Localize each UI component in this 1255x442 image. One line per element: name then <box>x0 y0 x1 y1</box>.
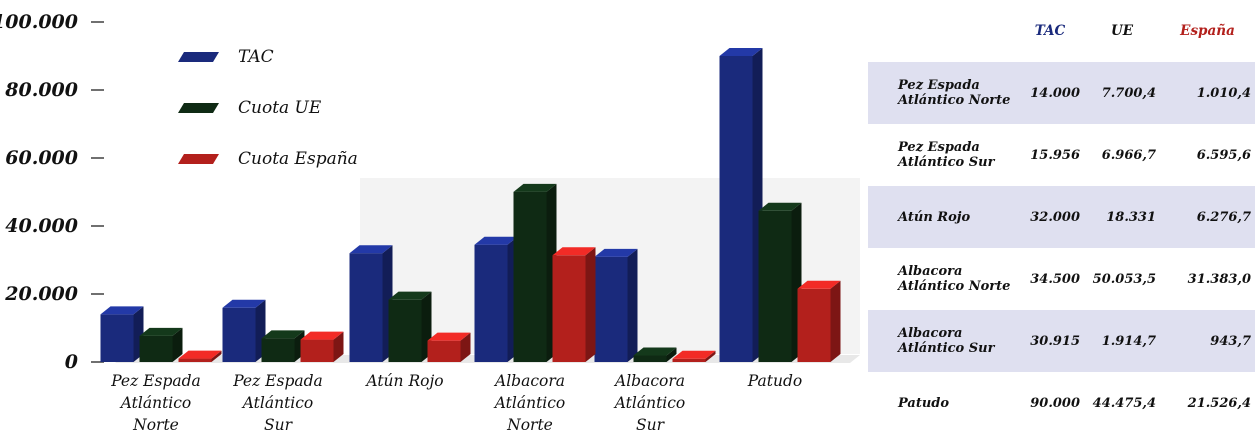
bar-cuota-españa <box>300 331 344 362</box>
row-ue-value: 6.966,7 <box>1101 147 1156 163</box>
legend-label: Cuota España <box>238 149 358 169</box>
legend-label: Cuota UE <box>238 98 322 118</box>
category-label: Atlántico <box>613 394 686 412</box>
row-species-line: Atlántico Sur <box>898 155 995 170</box>
y-tick-label: 0 <box>65 351 78 373</box>
bar-cuota-ue <box>139 327 183 362</box>
row-species-name: Pez Espada Atlántico Norte <box>868 62 1016 124</box>
row-espana-value: 6.595,6 <box>1196 147 1251 163</box>
category-label: Atún Rojo <box>364 372 443 390</box>
row-tac-value: 14.000 <box>1016 62 1084 124</box>
row-espana-value: 1.010,4 <box>1160 62 1255 124</box>
row-species-line: Pez Espada <box>898 140 980 155</box>
row-species-line: Atún Rojo <box>898 209 971 225</box>
y-tick-label: 40.000 <box>5 215 78 237</box>
bars <box>100 48 841 362</box>
y-tick-label: 60.000 <box>5 147 78 169</box>
legend-label: TAC <box>238 47 274 67</box>
row-ue-value: 50.053,5 <box>1092 271 1156 287</box>
bar-cuota-españa <box>178 350 222 362</box>
legend: TAC Cuota UE Cuota España <box>178 47 358 169</box>
bar-tac <box>222 299 266 362</box>
bar-tac <box>474 236 518 362</box>
row-tac-value: 32.000 <box>1016 186 1084 248</box>
table-header-espana: España <box>1180 22 1235 39</box>
row-ue-value: 1.914,7 <box>1084 310 1160 372</box>
row-species-name: Patudo <box>868 372 1016 434</box>
y-tick-label: 100.000 <box>0 11 78 33</box>
bar-tac <box>349 245 393 362</box>
category-label: Atlántico <box>241 394 314 412</box>
row-ue-value: 44.475,4 <box>1092 395 1156 411</box>
bar-chart: 0 20.000 40.000 60.000 80.000 100.000 Pez Esp… <box>0 11 860 434</box>
row-espana-value: 31.383,0 <box>1187 271 1251 287</box>
category-label: Albacora <box>493 372 565 390</box>
table-header-empty <box>868 0 1016 62</box>
row-species-line: Atlántico Norte <box>898 93 1011 108</box>
bar-cuota-ue <box>758 202 802 362</box>
row-species-line: Patudo <box>898 395 950 411</box>
row-species-line: Atlántico Norte <box>898 279 1011 294</box>
category-labels: Pez Espada Atlántico Norte Pez Espada Atlánt… <box>110 372 802 434</box>
bar-cuota-ue <box>388 291 432 362</box>
category-label: Pez Espada <box>232 372 323 390</box>
table-row: Atún Rojo 32.000 18.331 6.276,7 <box>868 186 1255 248</box>
category-label: Atlántico <box>493 394 566 412</box>
category-label: Patudo <box>747 372 802 390</box>
bar-cuota-españa <box>797 280 841 362</box>
row-espana-value: 943,7 <box>1160 310 1255 372</box>
legend-swatch <box>178 52 219 62</box>
table-row: Albacora Atlántico Sur 30.915 1.914,7 943,7 <box>868 310 1255 372</box>
data-table: TAC UE España Pez Espada Atlántico Norte 1… <box>868 0 1255 434</box>
bar-tac <box>100 306 144 362</box>
category-label: Albacora <box>613 372 685 390</box>
y-tick-label: 20.000 <box>4 283 78 305</box>
category-label: Norte <box>132 416 179 434</box>
row-species-line: Atlántico Sur <box>898 341 995 356</box>
table-row: Pez Espada Atlántico Norte 14.000 7.700,4 1.… <box>868 62 1255 124</box>
table-header-ue: UE <box>1110 22 1134 39</box>
legend-swatch <box>178 103 219 113</box>
quota-table: TAC UE España Pez Espada Atlántico Norte 1… <box>868 0 1255 442</box>
bar-cuota-españa <box>552 247 596 362</box>
row-species-line: Pez Espada <box>898 78 980 93</box>
y-tick-label: 80.000 <box>4 79 78 101</box>
bar-cuota-ue <box>513 183 557 362</box>
table-row: Pez Espada Atlántico Sur 15.956 6.966,7 6.59… <box>868 124 1255 186</box>
row-species-name: Albacora Atlántico Sur <box>868 310 1016 372</box>
bar-tac <box>719 48 763 362</box>
row-tac-value: 15.956 <box>1030 147 1080 163</box>
table-row: Albacora Atlántico Norte 34.500 50.053,5 31.… <box>868 248 1255 310</box>
row-tac-value: 34.500 <box>1030 271 1080 287</box>
category-label: Pez Espada <box>110 372 201 390</box>
row-species-line: Albacora <box>898 326 963 341</box>
category-label: Sur <box>264 416 294 434</box>
row-tac-value: 30.915 <box>1016 310 1084 372</box>
row-species-line: Albacora <box>898 264 963 279</box>
category-label: Atlántico <box>119 394 192 412</box>
row-tac-value: 90.000 <box>1030 395 1080 411</box>
bar-cuota-ue <box>633 347 677 362</box>
legend-swatch <box>178 154 219 164</box>
row-espana-value: 6.276,7 <box>1160 186 1255 248</box>
row-species-name: Albacora Atlántico Norte <box>868 248 1016 310</box>
bar-cuota-españa <box>427 332 471 362</box>
row-species-name: Pez Espada Atlántico Sur <box>868 124 1016 186</box>
table-header-tac: TAC <box>1034 22 1066 39</box>
row-espana-value: 21.526,4 <box>1187 395 1251 411</box>
bar-cuota-españa <box>672 350 716 362</box>
category-label: Norte <box>506 416 553 434</box>
bar-tac <box>594 248 638 362</box>
table-row: Patudo 90.000 44.475,4 21.526,4 <box>868 372 1255 434</box>
row-species-name: Atún Rojo <box>868 186 1016 248</box>
category-label: Sur <box>636 416 666 434</box>
table-header-row: TAC UE España <box>868 0 1255 62</box>
row-ue-value: 18.331 <box>1084 186 1160 248</box>
row-ue-value: 7.700,4 <box>1084 62 1160 124</box>
bar-cuota-ue <box>261 330 305 362</box>
